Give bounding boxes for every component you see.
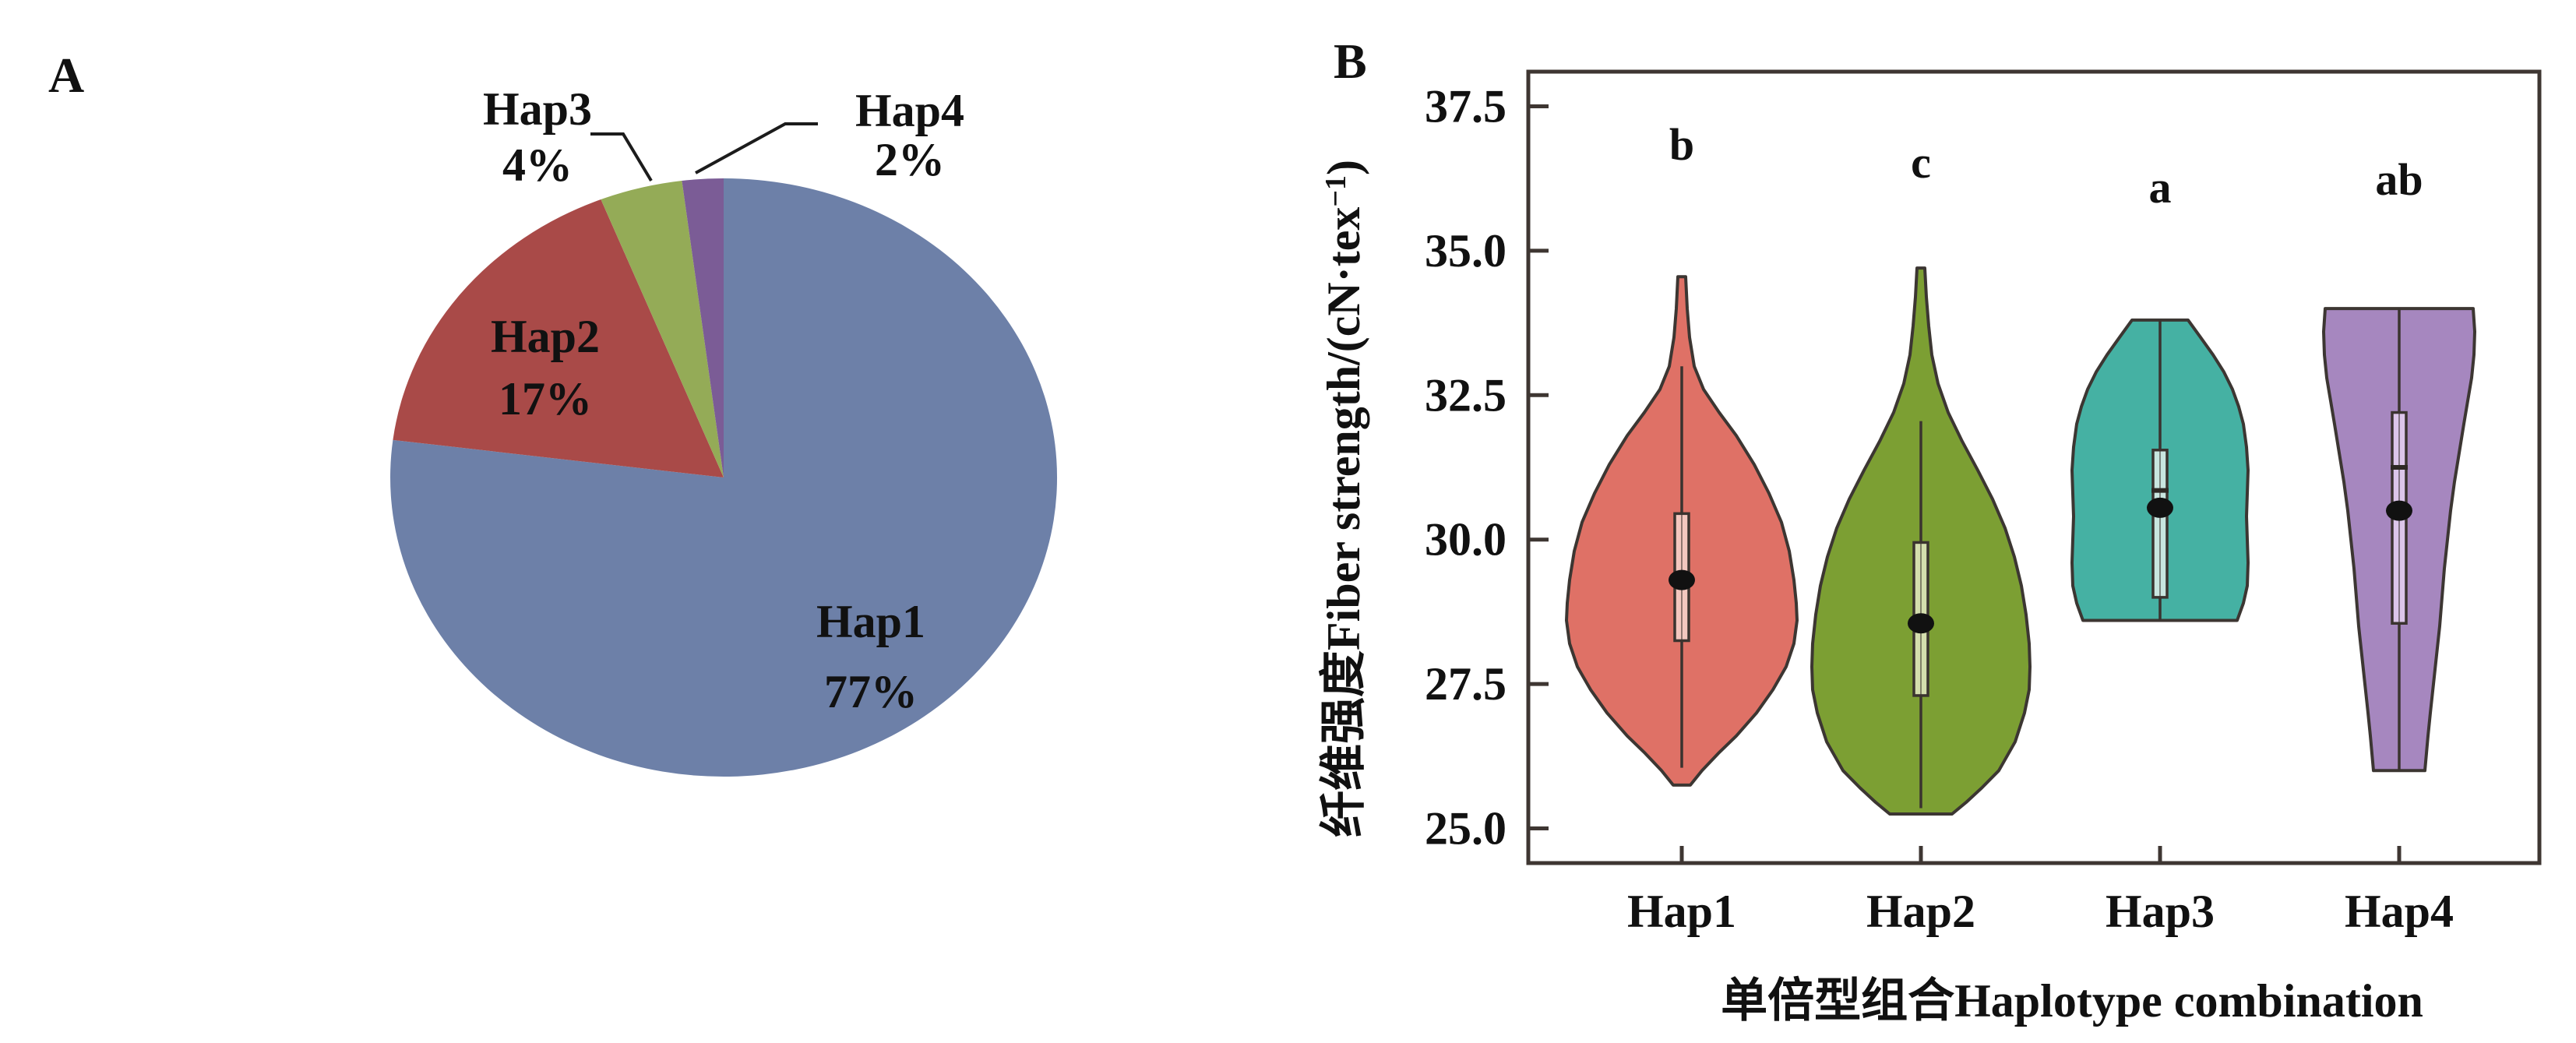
- median-dot-hap3: [2147, 497, 2173, 518]
- pie-slice-hap4: [682, 178, 724, 477]
- pie-label-hap3: Hap3: [483, 83, 592, 135]
- x-tick-label-hap3: Hap3: [2106, 886, 2215, 937]
- x-tick-label-hap2: Hap2: [1866, 886, 1975, 937]
- x-tick-label-hap1: Hap1: [1627, 886, 1736, 937]
- x-tick-label-hap4: Hap4: [2345, 886, 2454, 937]
- pie-percent-hap4: 2%: [875, 134, 945, 185]
- sig-letter-hap4: ab: [2375, 154, 2423, 205]
- panel-b-label: B: [1334, 33, 1367, 89]
- median-dot-hap4: [2386, 500, 2412, 521]
- y-axis-title-superscript: −1: [1320, 175, 1352, 207]
- sig-letter-hap2: c: [1911, 137, 1931, 188]
- y-tick-label-32.5: 32.5: [1425, 369, 1506, 421]
- y-tick-label-25.0: 25.0: [1425, 803, 1506, 854]
- pie-label-hap1: Hap1: [816, 596, 925, 647]
- x-axis-title: 单倍型组合Haplotype combination: [1721, 975, 2423, 1027]
- pie-slice-hap1: [390, 178, 1058, 777]
- sig-letter-hap3: a: [2149, 162, 2172, 213]
- y-axis-title-close: ): [1318, 160, 1369, 175]
- leader-line-hap4: [695, 122, 818, 174]
- y-tick-label-27.5: 27.5: [1425, 658, 1506, 710]
- leader-line-hap3: [590, 132, 653, 182]
- pie-slice-hap2: [393, 199, 724, 477]
- pie-label-hap2: Hap2: [491, 311, 600, 362]
- median-dot-hap2: [1908, 613, 1934, 634]
- panel-a-label: A: [48, 48, 84, 103]
- pie-percent-hap2: 17%: [499, 373, 592, 425]
- violin-plot-panel: 25.0 27.5 30.0 32.5 35.0 37.5 b Hap1 c Hap2 a Hap3 a…: [1425, 69, 2542, 937]
- y-axis-title-main: 纤维强度Fiber strength/(cN·tex: [1318, 207, 1369, 837]
- y-tick-label-30.0: 30.0: [1425, 514, 1506, 566]
- pie-percent-hap3: 4%: [502, 139, 573, 191]
- y-tick-label-35.0: 35.0: [1425, 225, 1506, 277]
- y-axis-title: 纤维强度Fiber strength/(cN·tex−1): [1318, 160, 1369, 837]
- sig-letter-hap1: b: [1669, 119, 1694, 170]
- pie-percent-hap1: 77%: [824, 666, 918, 717]
- median-dot-hap1: [1669, 569, 1695, 590]
- y-tick-label-37.5: 37.5: [1425, 80, 1506, 132]
- plot-frame: [1526, 69, 2542, 865]
- pie-label-hap4: Hap4: [855, 85, 964, 136]
- pie-slice-hap3: [601, 181, 724, 477]
